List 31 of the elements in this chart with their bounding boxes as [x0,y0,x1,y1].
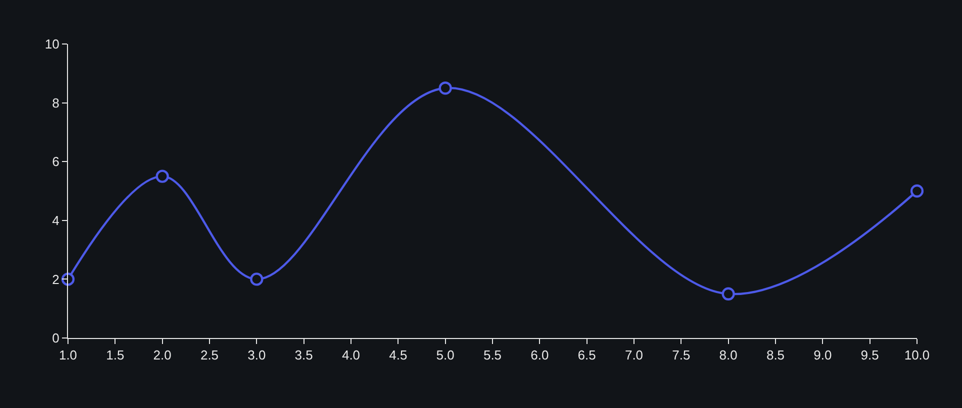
point [722,287,735,300]
y-tick-label: 10 [44,36,60,52]
y-tick-label: 0 [52,330,60,346]
x-tick-label: 2.0 [153,348,172,363]
y-tick-label: 8 [52,95,60,110]
x-tick-label: 1.0 [58,348,78,363]
x-tick-label: 7.0 [624,348,644,363]
point [250,272,264,286]
x-tick-label: 6.5 [578,348,596,363]
x-tick-label: 8.0 [719,348,738,363]
y-tick-label: 2 [52,272,60,287]
x-tick-label: 2.5 [200,348,219,363]
x-tick-label: 6.0 [530,348,549,363]
point [438,82,452,95]
x-tick-label: 3.0 [248,348,266,363]
point [61,272,75,286]
x-tick-label: 4.5 [389,348,408,363]
x-tick-label: 5.5 [483,348,502,363]
y-tick-label: 6 [52,154,60,170]
point [910,184,924,198]
x-tick-label: 9.0 [814,348,832,363]
x-tick-label: 7.5 [672,348,690,363]
x-tick-label: 9.5 [860,348,879,363]
x-tick-label: 3.5 [294,348,313,363]
point [156,170,169,183]
x-tick-label: 4.0 [342,348,360,363]
x-tick-label: 10.0 [904,348,930,363]
x-tick-label: 1.5 [106,348,124,363]
y-tick-label: 4 [52,212,60,228]
x-tick-label: 5.0 [436,348,454,363]
x-tick-label: 8.5 [766,348,785,363]
